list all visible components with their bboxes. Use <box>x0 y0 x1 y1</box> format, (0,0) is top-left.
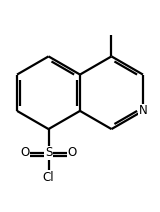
Text: O: O <box>68 146 77 159</box>
Text: Cl: Cl <box>43 171 54 184</box>
Text: O: O <box>20 146 30 159</box>
Text: N: N <box>139 104 147 117</box>
Text: S: S <box>45 146 52 159</box>
